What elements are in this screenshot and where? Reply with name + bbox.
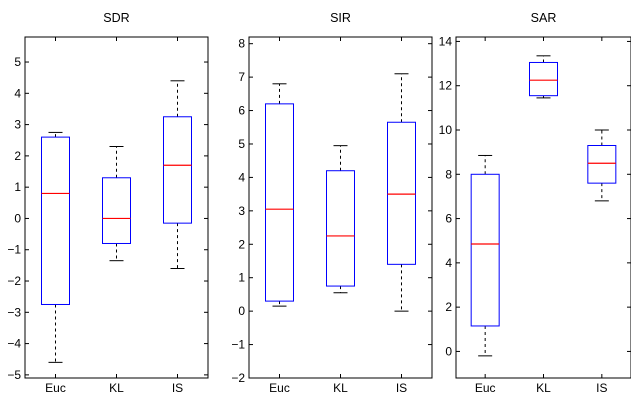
box-is bbox=[587, 129, 617, 202]
y-tick-label: 5 bbox=[238, 137, 245, 151]
y-tick-label: 8 bbox=[445, 167, 452, 181]
box-kl bbox=[529, 55, 558, 99]
y-tick-label: 2 bbox=[238, 237, 245, 251]
axes-frame bbox=[248, 36, 433, 379]
y-tick-label: 10 bbox=[439, 123, 453, 137]
y-tick-label: −1 bbox=[7, 243, 21, 257]
y-tick-label: 4 bbox=[14, 86, 21, 100]
axes-frame bbox=[455, 36, 631, 379]
y-tick-label: −3 bbox=[7, 305, 21, 319]
axes-frame bbox=[24, 36, 209, 379]
y-tick-label: 6 bbox=[445, 212, 452, 226]
y-tick-label: 1 bbox=[238, 271, 245, 285]
y-tick-label: 7 bbox=[238, 70, 245, 84]
y-tick-label: 5 bbox=[14, 55, 21, 69]
iqr-box bbox=[265, 103, 294, 302]
chart-panel-sar: SAR 0 2 4 6 8 10 12 14 Euc KL IS bbox=[439, 11, 631, 395]
x-tick-label: KL bbox=[333, 381, 348, 395]
y-tick-label: −2 bbox=[231, 371, 245, 385]
chart-title: SAR bbox=[531, 11, 557, 25]
y-tick-label: −4 bbox=[7, 337, 21, 351]
box-is bbox=[387, 73, 416, 312]
box-kl bbox=[102, 145, 131, 262]
x-tick-label: IS bbox=[396, 381, 407, 395]
y-tick-label: 2 bbox=[445, 300, 452, 314]
chart-panel-sdr: SDR −5 −4 −3 −2 −1 0 1 2 3 4 5 Euc KL IS bbox=[7, 11, 209, 395]
iqr-box bbox=[587, 145, 617, 184]
y-tick-label: 0 bbox=[238, 304, 245, 318]
y-tick-label: −1 bbox=[231, 338, 245, 352]
chart-panel-sir: SIR −2 −1 0 1 2 3 4 5 6 7 8 Euc KL IS bbox=[231, 11, 433, 395]
x-tick-label: Euc bbox=[269, 381, 290, 395]
y-tick-label: 6 bbox=[238, 104, 245, 118]
y-tick-label: 4 bbox=[445, 256, 452, 270]
y-tick-label: 0 bbox=[14, 211, 21, 225]
iqr-box bbox=[387, 121, 416, 265]
x-tick-label: IS bbox=[596, 381, 607, 395]
y-tick-label: 3 bbox=[238, 204, 245, 218]
y-tick-label: 2 bbox=[14, 149, 21, 163]
iqr-box bbox=[529, 61, 558, 97]
iqr-box bbox=[102, 177, 131, 244]
y-tick-label: 1 bbox=[14, 180, 21, 194]
x-tick-label: KL bbox=[109, 381, 124, 395]
x-tick-label: IS bbox=[172, 381, 183, 395]
y-tick-label: 12 bbox=[439, 79, 453, 93]
chart-title: SIR bbox=[330, 11, 351, 25]
y-tick-label: 4 bbox=[238, 170, 245, 184]
x-tick-label: Euc bbox=[475, 381, 496, 395]
y-tick-label: −5 bbox=[7, 368, 21, 382]
box-euc bbox=[470, 154, 500, 357]
box-is bbox=[163, 80, 192, 270]
x-tick-label: KL bbox=[536, 381, 551, 395]
y-tick-label: 3 bbox=[14, 118, 21, 132]
y-tick-label: 14 bbox=[439, 34, 453, 48]
iqr-box bbox=[470, 173, 500, 327]
iqr-box bbox=[163, 116, 192, 224]
box-euc bbox=[265, 83, 294, 307]
y-tick-label: 8 bbox=[238, 37, 245, 51]
iqr-box bbox=[326, 170, 355, 287]
y-tick-label: 0 bbox=[445, 344, 452, 358]
box-euc bbox=[41, 131, 70, 363]
iqr-box bbox=[41, 136, 70, 305]
box-kl bbox=[326, 145, 355, 294]
x-tick-label: Euc bbox=[45, 381, 66, 395]
chart-title: SDR bbox=[103, 11, 129, 25]
y-tick-label: −2 bbox=[7, 274, 21, 288]
